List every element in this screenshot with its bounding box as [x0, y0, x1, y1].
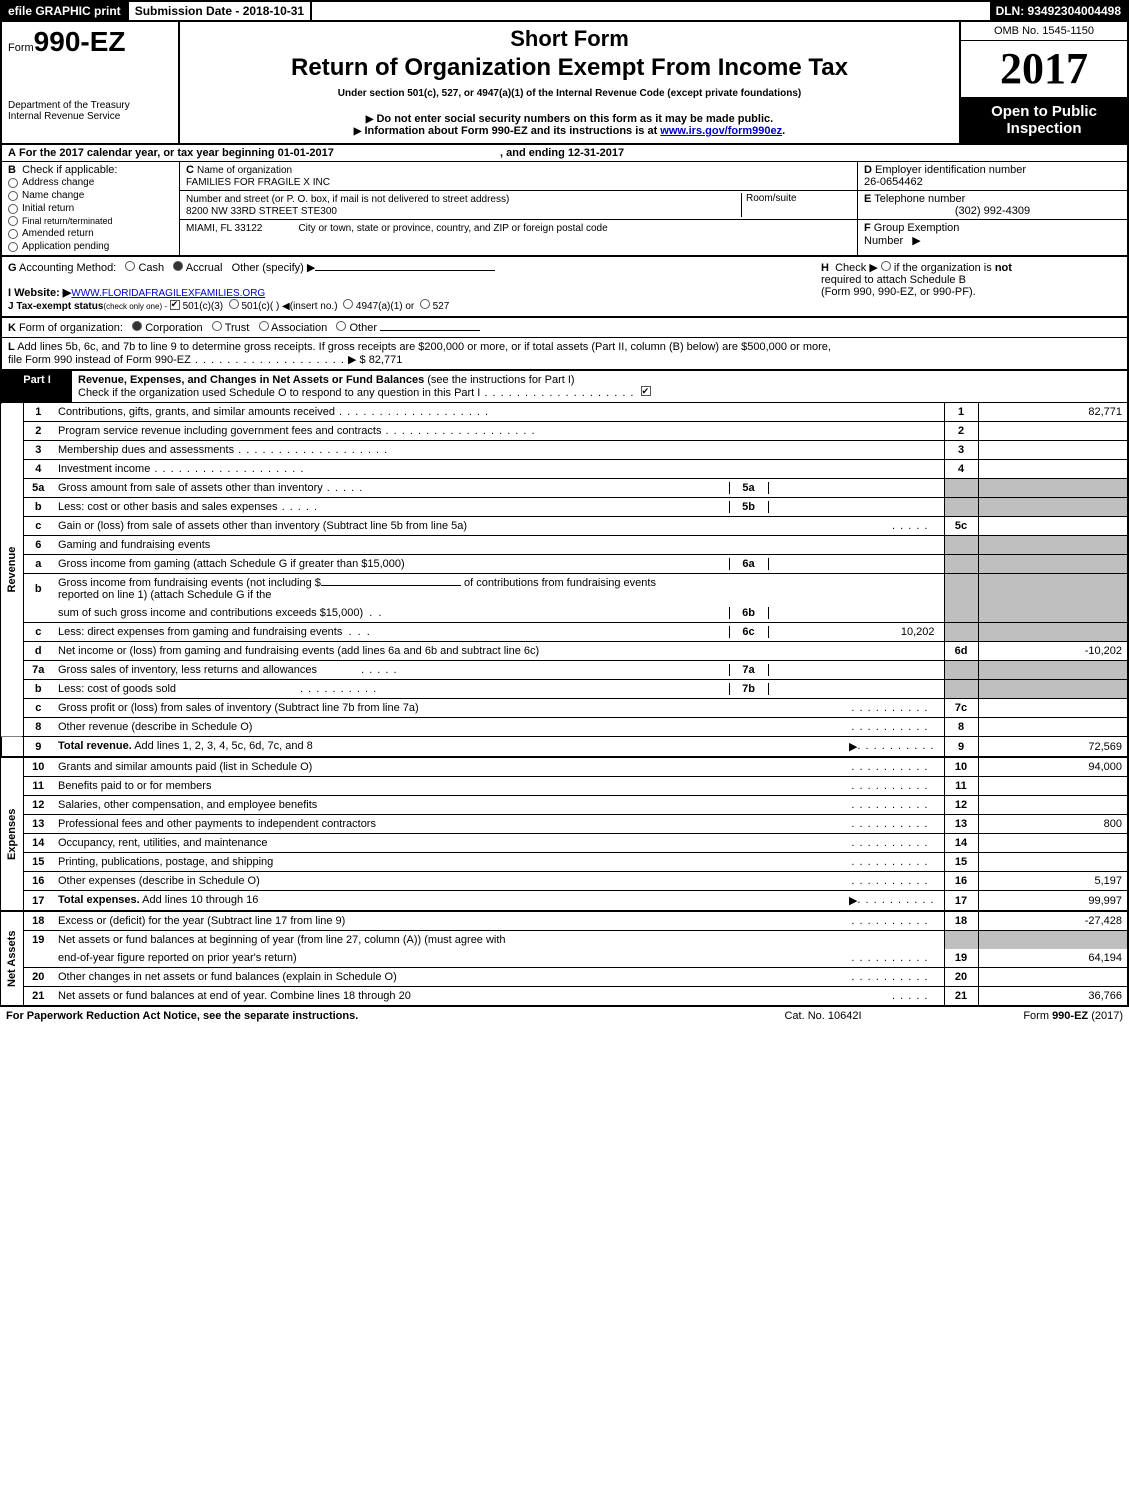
- row-a: A For the 2017 calendar year, or tax yea…: [0, 143, 1129, 162]
- h-check[interactable]: [881, 261, 891, 271]
- status-501c3[interactable]: [170, 300, 180, 310]
- form-ref: Form 990-EZ (2017): [923, 1010, 1123, 1022]
- tax-year: 2017: [961, 41, 1127, 97]
- org-assoc[interactable]: [259, 321, 269, 331]
- dept-treasury: Department of the Treasury: [8, 100, 172, 111]
- line-4: 4Investment income4: [1, 460, 1128, 479]
- check-final[interactable]: Final return/terminated: [8, 215, 173, 227]
- line-6b-2: sum of such gross income and contributio…: [1, 604, 1128, 623]
- line-5a: 5aGross amount from sale of assets other…: [1, 479, 1128, 498]
- status-501c[interactable]: [229, 299, 239, 309]
- status-4947[interactable]: [343, 299, 353, 309]
- line-16: 16Other expenses (describe in Schedule O…: [1, 872, 1128, 891]
- line-3: 3Membership dues and assessments3: [1, 441, 1128, 460]
- revenue-sidebar: Revenue: [1, 403, 23, 737]
- schedule-o-check[interactable]: [641, 386, 651, 396]
- row-k: K Form of organization: Corporation Trus…: [0, 318, 1129, 338]
- row-gh: G Accounting Method: Cash Accrual Other …: [0, 257, 1129, 318]
- status-527[interactable]: [420, 299, 430, 309]
- check-initial[interactable]: Initial return: [8, 202, 173, 215]
- line-1: Revenue 1Contributions, gifts, grants, a…: [1, 403, 1128, 422]
- efile-label: efile GRAPHIC print: [2, 2, 127, 20]
- page-footer: For Paperwork Reduction Act Notice, see …: [0, 1007, 1129, 1025]
- line-14: 14Occupancy, rent, utilities, and mainte…: [1, 834, 1128, 853]
- check-address[interactable]: Address change: [8, 176, 173, 189]
- cat-number: Cat. No. 10642I: [723, 1010, 923, 1022]
- line-7a: 7aGross sales of inventory, less returns…: [1, 661, 1128, 680]
- org-street: 8200 NW 33RD STREET STE300: [186, 206, 337, 217]
- check-pending[interactable]: Application pending: [8, 240, 173, 253]
- org-trust[interactable]: [212, 321, 222, 331]
- phone: (302) 992-4309: [864, 205, 1121, 217]
- section-bcdef: B Check if applicable: Address change Na…: [0, 162, 1129, 257]
- org-city: MIAMI, FL 33122: [186, 223, 262, 234]
- top-bar: efile GRAPHIC print Submission Date - 20…: [0, 0, 1129, 22]
- line-5c: cGain or (loss) from sale of assets othe…: [1, 517, 1128, 536]
- form-number: 990-EZ: [34, 26, 126, 57]
- line-9: 9Total revenue. Add lines 1, 2, 3, 4, 5c…: [1, 737, 1128, 758]
- check-amended[interactable]: Amended return: [8, 227, 173, 240]
- form-prefix: Form: [8, 42, 34, 54]
- omb-number: OMB No. 1545-1150: [961, 22, 1127, 41]
- line-20: 20Other changes in net assets or fund ba…: [1, 968, 1128, 987]
- info-notice: Information about Form 990-EZ and its in…: [188, 125, 951, 137]
- under-section: Under section 501(c), 527, or 4947(a)(1)…: [188, 88, 951, 99]
- line-7c: cGross profit or (loss) from sales of in…: [1, 699, 1128, 718]
- line-6: 6Gaming and fundraising events: [1, 536, 1128, 555]
- website-link[interactable]: WWW.FLORIDAFRAGILEXFAMILIES.ORG: [71, 288, 265, 299]
- line-12: 12Salaries, other compensation, and empl…: [1, 796, 1128, 815]
- line-13: 13Professional fees and other payments t…: [1, 815, 1128, 834]
- submission-date: Submission Date - 2018-10-31: [127, 2, 312, 20]
- line-2: 2Program service revenue including gover…: [1, 422, 1128, 441]
- part-i-table: Revenue 1Contributions, gifts, grants, a…: [0, 403, 1129, 1007]
- line-19a: 19Net assets or fund balances at beginni…: [1, 931, 1128, 950]
- org-other[interactable]: [336, 321, 346, 331]
- dln-label: DLN: 93492304004498: [990, 2, 1127, 20]
- check-name[interactable]: Name change: [8, 189, 173, 202]
- line-21: 21Net assets or fund balances at end of …: [1, 987, 1128, 1007]
- org-corp[interactable]: [132, 321, 142, 331]
- irs-link[interactable]: www.irs.gov/form990ez: [660, 125, 782, 137]
- line-8: 8Other revenue (describe in Schedule O)8: [1, 718, 1128, 737]
- line-11: 11Benefits paid to or for members11: [1, 777, 1128, 796]
- line-6d: dNet income or (loss) from gaming and fu…: [1, 642, 1128, 661]
- form-header: Form990-EZ Department of the Treasury In…: [0, 22, 1129, 143]
- line-5b: bLess: cost or other basis and sales exp…: [1, 498, 1128, 517]
- line-19b: end-of-year figure reported on prior yea…: [1, 949, 1128, 968]
- line-6a: aGross income from gaming (attach Schedu…: [1, 555, 1128, 574]
- method-accrual[interactable]: [173, 261, 183, 271]
- netassets-sidebar: Net Assets: [1, 911, 23, 1006]
- line-10: Expenses 10Grants and similar amounts pa…: [1, 757, 1128, 777]
- org-name: FAMILIES FOR FRAGILE X INC: [186, 177, 330, 188]
- ein: 26-0654462: [864, 176, 923, 188]
- short-form-title: Short Form: [188, 26, 951, 52]
- paperwork-notice: For Paperwork Reduction Act Notice, see …: [6, 1010, 723, 1022]
- expenses-sidebar: Expenses: [1, 757, 23, 911]
- line-17: 17Total expenses. Add lines 10 through 1…: [1, 891, 1128, 912]
- line-18: Net Assets 18Excess or (deficit) for the…: [1, 911, 1128, 931]
- part-i-header: Part I Revenue, Expenses, and Changes in…: [0, 371, 1129, 403]
- row-l: L Add lines 5b, 6c, and 7b to line 9 to …: [0, 338, 1129, 371]
- line-6b-1: bGross income from fundraising events (n…: [1, 574, 1128, 605]
- line-6c: cLess: direct expenses from gaming and f…: [1, 623, 1128, 642]
- room-suite-label: Room/suite: [741, 193, 851, 217]
- line-15: 15Printing, publications, postage, and s…: [1, 853, 1128, 872]
- gross-receipts: $ 82,771: [360, 354, 403, 366]
- open-public: Open to PublicInspection: [961, 97, 1127, 143]
- return-title: Return of Organization Exempt From Incom…: [188, 54, 951, 82]
- dept-irs: Internal Revenue Service: [8, 111, 172, 122]
- line-7b: bLess: cost of goods sold7b: [1, 680, 1128, 699]
- ssn-notice: Do not enter social security numbers on …: [188, 113, 951, 125]
- method-cash[interactable]: [125, 261, 135, 271]
